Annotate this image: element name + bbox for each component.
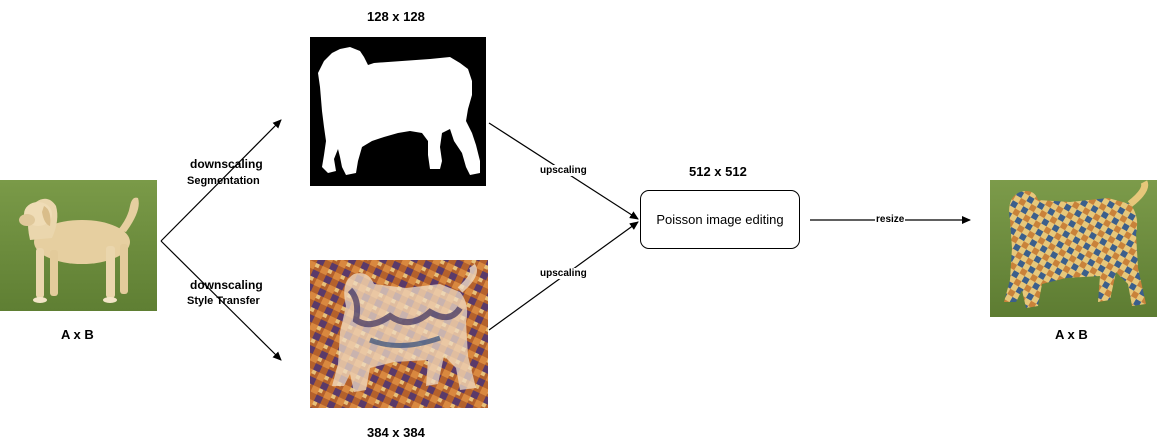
edge-label-upscaling-mask: upscaling bbox=[539, 165, 588, 176]
output-dog-photo bbox=[990, 180, 1157, 317]
style-size-label: 384 x 384 bbox=[367, 425, 425, 440]
edge-label-segmentation: Segmentation bbox=[187, 175, 260, 187]
mask-size-label: 128 x 128 bbox=[367, 9, 425, 24]
poisson-node-label: Poisson image editing bbox=[656, 212, 784, 227]
style-transfer-image bbox=[310, 260, 488, 408]
edge-label-downscaling-mask: downscaling bbox=[190, 157, 263, 171]
segmentation-mask-image bbox=[310, 37, 486, 186]
poisson-image-editing-node: Poisson image editing bbox=[640, 190, 800, 249]
edge-label-style-transfer: Style Transfer bbox=[187, 295, 260, 307]
edge-label-downscaling-style: downscaling bbox=[190, 278, 263, 292]
output-photo-graphic bbox=[990, 180, 1157, 317]
dog-photo-graphic bbox=[0, 180, 157, 311]
edge-label-upscaling-style: upscaling bbox=[539, 268, 588, 279]
output-size-caption: A x B bbox=[1055, 327, 1088, 342]
style-transfer-graphic bbox=[310, 260, 488, 408]
arrow-to-style bbox=[160, 240, 282, 361]
edge-label-resize: resize bbox=[875, 214, 906, 225]
input-size-caption: A x B bbox=[61, 327, 94, 342]
arrow-to-mask bbox=[160, 119, 282, 242]
mask-silhouette-graphic bbox=[310, 37, 486, 186]
input-dog-photo bbox=[0, 180, 157, 311]
poisson-size-label: 512 x 512 bbox=[689, 164, 747, 179]
